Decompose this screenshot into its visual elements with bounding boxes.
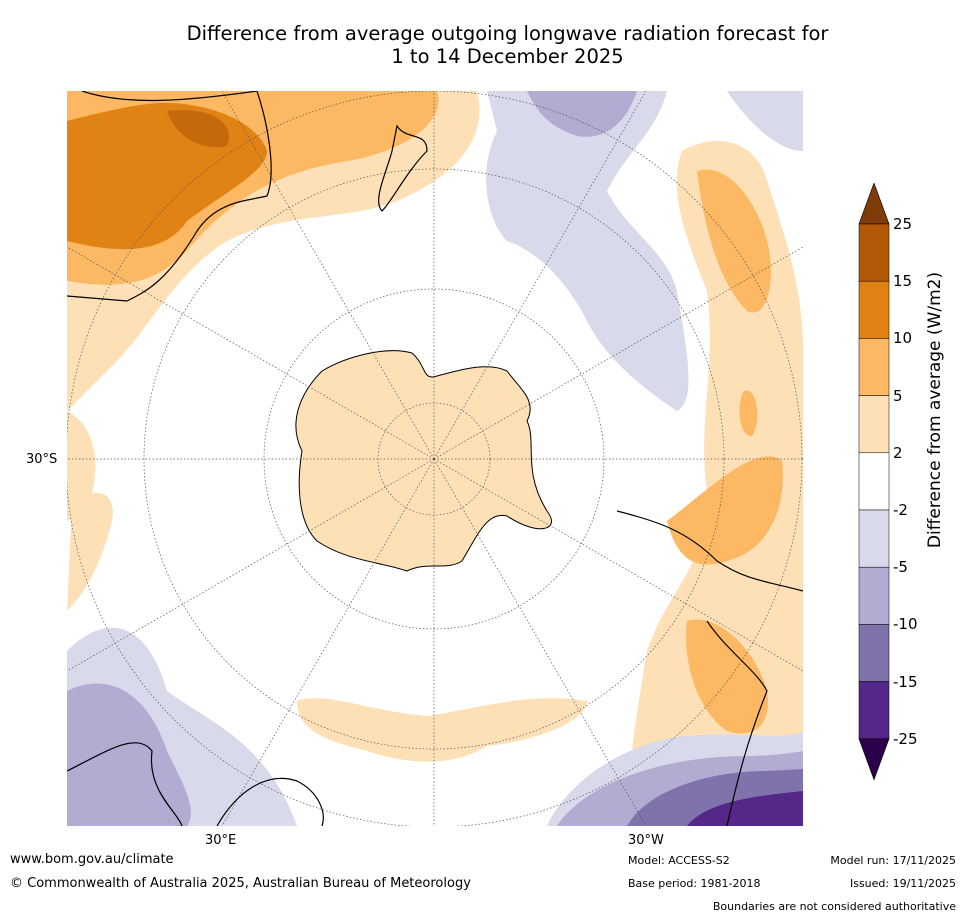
colorbar-tick-label: 25 bbox=[893, 215, 913, 233]
colorbar-segment bbox=[858, 624, 890, 682]
anomaly-region-orange-east-1 bbox=[697, 169, 771, 313]
colorbar-segment bbox=[858, 338, 890, 396]
colorbar-label: Difference from average (W/m2) bbox=[925, 271, 945, 549]
colorbar-segment bbox=[858, 452, 890, 511]
colorbar-tick-label: -25 bbox=[893, 729, 918, 748]
polar-map bbox=[67, 91, 803, 826]
model-text: Model: ACCESS-S2 bbox=[628, 854, 730, 867]
issued-text: Issued: 19/11/2025 bbox=[849, 877, 956, 890]
colorbar-tick-label: 10 bbox=[893, 329, 913, 348]
colorbar-tick-label: -15 bbox=[893, 672, 918, 691]
colorbar-tick-label: 5 bbox=[893, 386, 903, 405]
graticule bbox=[67, 91, 803, 826]
anomaly-region-light-purple-ne bbox=[727, 91, 803, 151]
colorbar-tick-label: 2 bbox=[893, 443, 903, 462]
base-period-text: Base period: 1981-2018 bbox=[628, 877, 761, 890]
colorbar-segment bbox=[858, 223, 890, 282]
colorbar-tick-label: 15 bbox=[893, 272, 913, 291]
colorbar-tick-label: -2 bbox=[893, 501, 908, 519]
colorbar-segment bbox=[858, 395, 890, 454]
lat-label-30s: 30°S bbox=[26, 452, 58, 467]
colorbar-segment bbox=[858, 509, 890, 568]
anomaly-region-purple-north bbox=[527, 91, 637, 137]
anomaly-region-purple-sw bbox=[67, 683, 191, 826]
lon-label-30e: 30°E bbox=[205, 833, 237, 848]
antarctica-region bbox=[295, 350, 552, 572]
anomaly-region-light-orange-west2 bbox=[67, 492, 113, 611]
colorbar-segment bbox=[858, 280, 890, 339]
website-link[interactable]: www.bom.gov.au/climate bbox=[10, 852, 174, 867]
anomaly-region-orange-east-3 bbox=[686, 619, 768, 734]
anomaly-region-darker-orange-nw bbox=[167, 110, 229, 148]
colorbar-extend-min bbox=[858, 738, 890, 781]
colorbar-tick-label: -10 bbox=[893, 615, 918, 634]
copyright-text: © Commonwealth of Australia 2025, Austra… bbox=[10, 876, 471, 891]
colorbar-segment bbox=[858, 681, 890, 740]
anomaly-region-orange-east-4 bbox=[739, 390, 758, 436]
chart-title: Difference from average outgoing longwav… bbox=[0, 22, 965, 68]
anomaly-region-light-orange-west bbox=[67, 411, 96, 521]
title-line-1: Difference from average outgoing longwav… bbox=[186, 22, 829, 45]
disclaimer-text: Boundaries are not considered authoritat… bbox=[712, 900, 956, 913]
colorbar-tick-label: -5 bbox=[893, 558, 908, 577]
anomaly-region-orange-east-2 bbox=[667, 456, 783, 565]
anomaly-region-dark-purple-se bbox=[687, 791, 803, 826]
lon-label-30w: 30°W bbox=[628, 833, 664, 848]
title-line-2: 1 to 14 December 2025 bbox=[391, 45, 624, 68]
colorbar-segment bbox=[858, 566, 890, 625]
ice-shelf-region bbox=[297, 698, 587, 762]
model-run-text: Model run: 17/11/2025 bbox=[830, 854, 956, 867]
colorbar-extend-max bbox=[858, 183, 890, 225]
anomaly-region-light-purple-north bbox=[486, 91, 689, 411]
colorbar bbox=[858, 183, 890, 781]
coastlines bbox=[67, 91, 803, 826]
